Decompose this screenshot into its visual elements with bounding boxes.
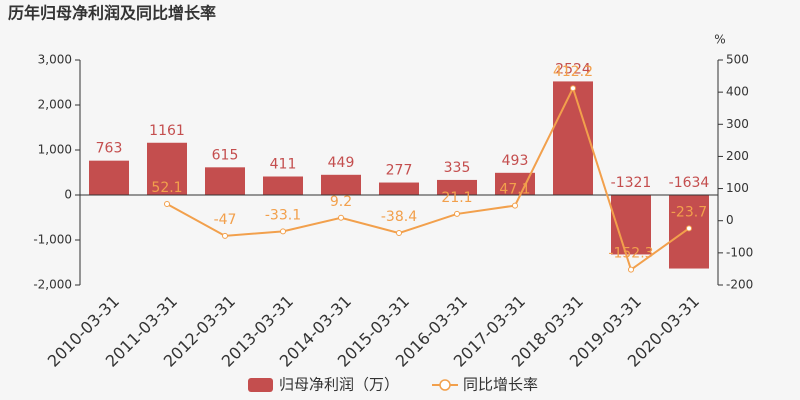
y2-tick-label: 0 [726, 213, 734, 227]
y2-tick-label: 100 [726, 181, 749, 195]
y2-axis-label: % [714, 33, 725, 47]
line-value-label: 47.1 [499, 182, 530, 198]
bar [379, 182, 419, 195]
line-value-label: 52.1 [151, 180, 182, 196]
y2-tick-label: 500 [726, 53, 749, 67]
bar-value-label: 411 [270, 157, 297, 173]
bar-value-label: 763 [96, 141, 123, 157]
line [166, 85, 690, 272]
bar [553, 81, 593, 195]
line-value-label: 9.2 [330, 194, 352, 210]
line-point [454, 210, 460, 217]
bar [437, 179, 477, 195]
y-tick-label: 0 [64, 188, 72, 202]
y2-tick-label: 200 [726, 149, 749, 163]
bar-value-label: 449 [328, 155, 355, 171]
bar-value-label: 615 [212, 147, 239, 163]
bar-value-label: -1321 [611, 175, 652, 191]
y-tick-label: -1,000 [33, 233, 72, 247]
y-tick-label: -2,000 [33, 278, 72, 292]
y2-tick-label: -200 [726, 278, 753, 292]
line-value-label: -152.3 [608, 246, 653, 262]
line-value-label: -23.7 [671, 204, 707, 220]
line-point [396, 230, 402, 237]
y-tick-label: 1,000 [38, 143, 72, 157]
legend-marker [439, 379, 451, 391]
bar-value-label: 2524 [555, 61, 591, 77]
line-point [512, 202, 518, 209]
y2-tick-label: 400 [726, 85, 749, 99]
bar [321, 174, 361, 195]
bar-value-label: 1161 [149, 123, 185, 139]
bar-value-label: 277 [386, 163, 413, 179]
legend-label: 归母净利润（万） [279, 376, 399, 394]
line-point [570, 85, 576, 92]
legend-swatch [248, 378, 273, 392]
line-point [222, 232, 228, 239]
y2-tick-label: 300 [726, 117, 749, 131]
line-value-label: -47 [214, 212, 237, 228]
line-point [280, 228, 286, 235]
chart-title: 历年归母净利润及同比增长率 [8, 4, 216, 23]
line-value-label: -33.1 [265, 207, 301, 223]
line-point [338, 214, 344, 221]
bar [205, 167, 245, 195]
line-point [628, 266, 634, 273]
line-point [164, 200, 170, 207]
line-value-label: 21.1 [441, 190, 472, 206]
line-value-label: -38.4 [381, 209, 417, 225]
legend-label: 同比增长率 [463, 376, 538, 394]
bar-value-label: -1634 [669, 175, 710, 191]
bar [495, 172, 535, 195]
y-tick-label: 3,000 [38, 53, 72, 67]
y2-tick-label: -100 [726, 245, 753, 259]
y-tick-label: 2,000 [38, 98, 72, 112]
line-value-label: 412.2 [553, 64, 593, 80]
bar-value-label: 493 [502, 153, 529, 169]
bar [147, 142, 187, 195]
line-point [686, 225, 692, 232]
bar [89, 160, 129, 195]
bar-value-label: 335 [444, 160, 471, 176]
bar [669, 195, 709, 269]
bar [263, 176, 303, 195]
